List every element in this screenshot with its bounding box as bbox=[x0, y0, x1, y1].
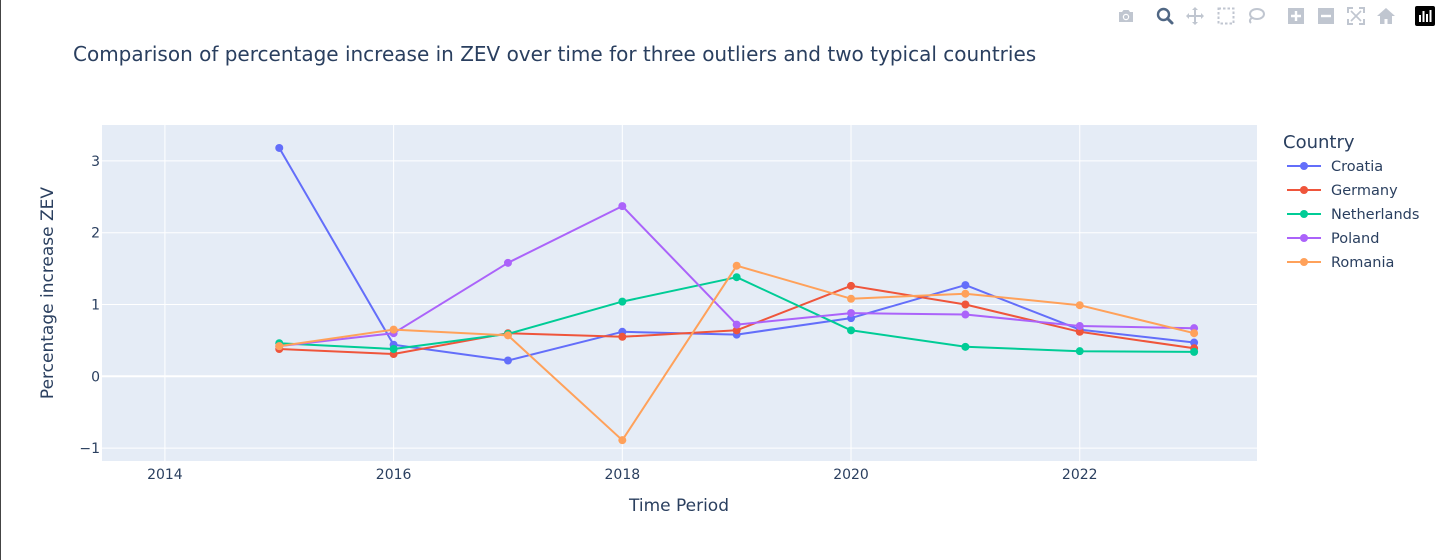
legend-item-romania[interactable]: Romania bbox=[1287, 255, 1394, 271]
data-point[interactable] bbox=[732, 273, 741, 282]
data-point[interactable] bbox=[618, 297, 627, 306]
reset-axes-icon[interactable] bbox=[1374, 4, 1398, 28]
data-point[interactable] bbox=[1190, 329, 1199, 338]
series-group bbox=[275, 143, 1199, 445]
data-point[interactable] bbox=[1075, 347, 1084, 356]
x-tick-label: 2014 bbox=[147, 467, 183, 483]
data-point[interactable] bbox=[618, 436, 627, 445]
data-point[interactable] bbox=[1190, 338, 1199, 347]
data-point[interactable] bbox=[503, 356, 512, 365]
data-point[interactable] bbox=[275, 342, 284, 351]
data-point[interactable] bbox=[618, 332, 627, 341]
legend-item-croatia[interactable]: Croatia bbox=[1287, 159, 1383, 175]
zoom-in-icon[interactable] bbox=[1284, 4, 1308, 28]
legend-label: Poland bbox=[1331, 231, 1379, 247]
data-point[interactable] bbox=[847, 326, 856, 335]
x-tick-label: 2016 bbox=[376, 467, 412, 483]
data-point[interactable] bbox=[389, 325, 398, 334]
data-point[interactable] bbox=[732, 320, 741, 329]
legend-swatch-marker bbox=[1300, 258, 1308, 266]
legend-swatch-marker bbox=[1300, 210, 1308, 218]
plot-area bbox=[102, 125, 1257, 461]
data-point[interactable] bbox=[961, 310, 970, 319]
y-tick-label: 0 bbox=[91, 369, 100, 385]
data-point[interactable] bbox=[503, 331, 512, 340]
data-point[interactable] bbox=[732, 261, 741, 270]
x-axis-title: Time Period bbox=[628, 496, 729, 516]
data-point[interactable] bbox=[1075, 327, 1084, 336]
legend: Country Croatia Germany Netherlands Poland R… bbox=[1283, 132, 1419, 271]
y-tick-label: 3 bbox=[91, 154, 100, 170]
data-point[interactable] bbox=[961, 342, 970, 351]
axis-ticks: 2014 2016 2018 2020 2022 −1 0 1 2 3 bbox=[79, 154, 1097, 483]
data-point[interactable] bbox=[732, 326, 741, 335]
data-point[interactable] bbox=[847, 294, 856, 303]
zoom-out-icon[interactable] bbox=[1314, 4, 1338, 28]
data-point[interactable] bbox=[1075, 322, 1084, 331]
x-tick-label: 2020 bbox=[833, 467, 869, 483]
data-point[interactable] bbox=[275, 143, 284, 152]
series-croatia bbox=[275, 143, 1199, 365]
legend-label: Germany bbox=[1331, 183, 1398, 199]
legend-item-poland[interactable]: Poland bbox=[1287, 231, 1379, 247]
chart-title: Comparison of percentage increase in ZEV… bbox=[73, 42, 1037, 66]
data-point[interactable] bbox=[961, 289, 970, 298]
pan-icon[interactable] bbox=[1183, 4, 1207, 28]
legend-label: Croatia bbox=[1331, 159, 1383, 175]
plotly-logo-icon[interactable] bbox=[1413, 4, 1437, 28]
camera-icon[interactable] bbox=[1114, 4, 1138, 28]
legend-item-netherlands[interactable]: Netherlands bbox=[1287, 207, 1419, 223]
y-tick-label: −1 bbox=[79, 441, 100, 457]
series-romania bbox=[275, 261, 1199, 445]
legend-label: Netherlands bbox=[1331, 207, 1419, 223]
data-point[interactable] bbox=[961, 281, 970, 290]
data-point[interactable] bbox=[1190, 347, 1199, 356]
data-point[interactable] bbox=[847, 281, 856, 290]
data-point[interactable] bbox=[961, 300, 970, 309]
data-point[interactable] bbox=[847, 309, 856, 318]
autoscale-icon[interactable] bbox=[1344, 4, 1368, 28]
data-point[interactable] bbox=[389, 345, 398, 353]
data-point[interactable] bbox=[1075, 301, 1084, 310]
x-tick-label: 2018 bbox=[605, 467, 641, 483]
y-tick-label: 1 bbox=[91, 297, 100, 313]
legend-swatch-marker bbox=[1300, 162, 1308, 170]
legend-swatch-marker bbox=[1300, 234, 1308, 242]
grid-lines bbox=[102, 125, 1257, 461]
legend-item-germany[interactable]: Germany bbox=[1287, 183, 1398, 199]
legend-title: Country bbox=[1283, 132, 1355, 153]
x-tick-label: 2022 bbox=[1062, 467, 1098, 483]
box-select-icon[interactable] bbox=[1214, 4, 1238, 28]
y-tick-label: 2 bbox=[91, 226, 100, 242]
window-edge bbox=[0, 0, 1, 560]
lasso-select-icon[interactable] bbox=[1244, 4, 1268, 28]
data-point[interactable] bbox=[618, 202, 627, 211]
zoom-icon[interactable] bbox=[1153, 4, 1177, 28]
data-point[interactable] bbox=[503, 258, 512, 267]
y-axis-title: Percentage increase ZEV bbox=[38, 187, 58, 399]
legend-label: Romania bbox=[1331, 255, 1394, 271]
legend-swatch-marker bbox=[1300, 186, 1308, 194]
